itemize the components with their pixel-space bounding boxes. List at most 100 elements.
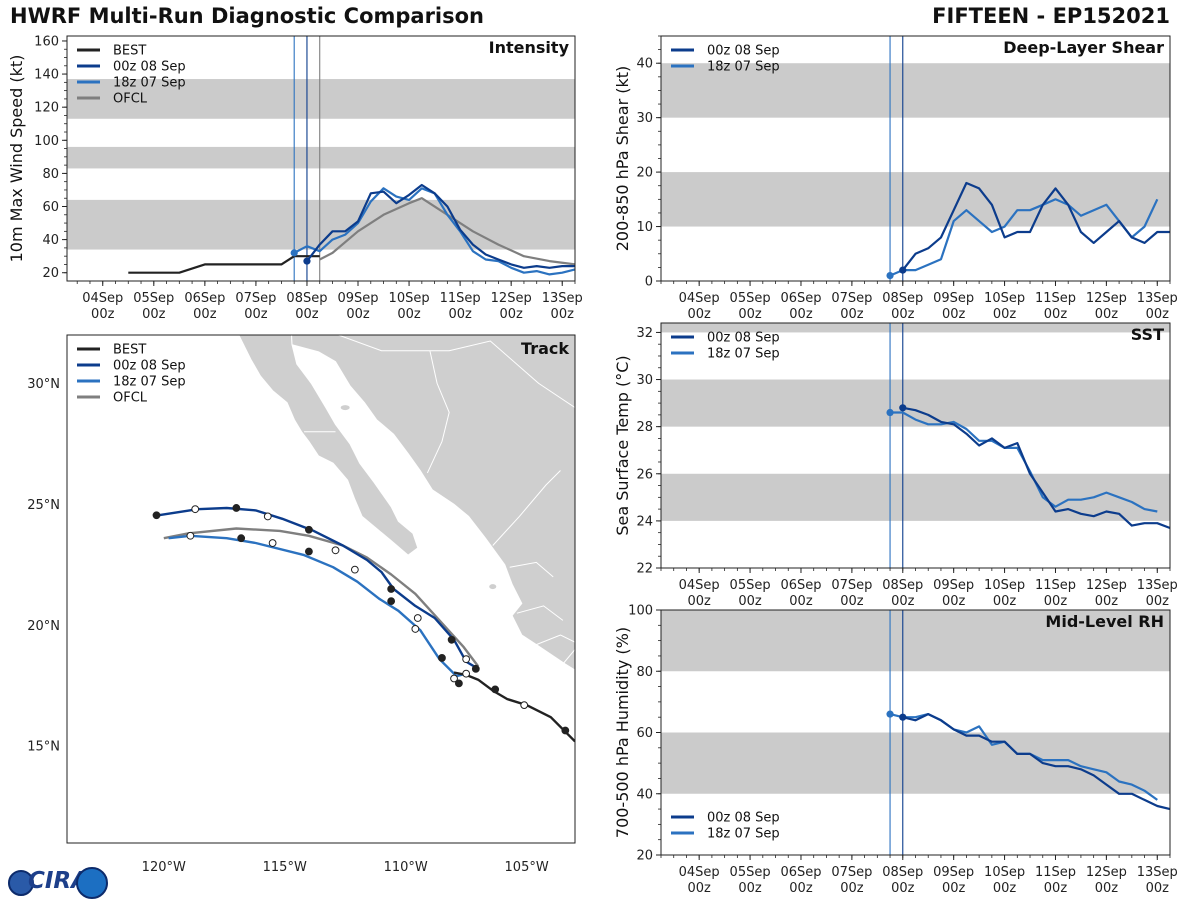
state-border-2 — [426, 350, 450, 474]
track-point — [305, 547, 313, 556]
track-panel-title: Track — [521, 339, 569, 358]
intensity-xtick-label: 06Sep — [184, 291, 225, 306]
intensity-ytick-label: 80 — [42, 167, 59, 182]
track-lon-label: 105°W — [505, 860, 549, 875]
sst-xtick-label: 04Sep — [679, 578, 720, 593]
rh-xtick-sublabel: 00z — [1095, 881, 1119, 896]
track-point — [237, 534, 246, 543]
intensity-legend-label: 18z 07 Sep — [113, 76, 186, 91]
page-title: HWRF Multi-Run Diagnostic Comparison — [10, 4, 485, 28]
sst-xtick-sublabel: 00z — [891, 594, 915, 609]
shear-xtick-sublabel: 00z — [993, 307, 1017, 322]
shear-ytick-label: 10 — [636, 220, 653, 235]
sst-xtick-sublabel: 00z — [1095, 594, 1119, 609]
intensity-start-point-00z-08-sep — [303, 257, 311, 265]
rh-ylabel: 700-500 hPa Humidity (%) — [613, 627, 632, 838]
intensity-xtick-label: 13Sep — [542, 291, 583, 306]
isla-tiburon — [339, 404, 351, 412]
shear-xtick-label: 09Sep — [933, 291, 974, 306]
track-lat-label: 20°N — [27, 619, 60, 634]
track-point — [268, 539, 277, 547]
rh-ytick-label: 60 — [636, 726, 653, 741]
shear-xtick-label: 13Sep — [1137, 291, 1178, 306]
rh-ytick-label: 80 — [636, 665, 653, 680]
shear-xtick-sublabel: 00z — [840, 307, 864, 322]
shear-xtick-label: 06Sep — [780, 291, 821, 306]
intensity-ytick-label: 100 — [34, 134, 59, 149]
intensity-panel-title: Intensity — [489, 38, 570, 57]
track-map-layer — [67, 335, 575, 843]
track-lon-label: 120°W — [142, 860, 186, 875]
rh-ytick-label: 100 — [628, 604, 653, 619]
track-lon-label: 115°W — [263, 860, 307, 875]
shear-xtick-sublabel: 00z — [1146, 307, 1170, 322]
sst-xtick-label: 06Sep — [780, 578, 821, 593]
sst-xtick-label: 11Sep — [1035, 578, 1076, 593]
sst-ytick-label: 24 — [636, 514, 653, 529]
shear-xtick-label: 07Sep — [831, 291, 872, 306]
track-point — [450, 674, 458, 683]
track-point — [232, 504, 241, 512]
sst-xtick-sublabel: 00z — [738, 594, 762, 609]
shear-band-1 — [661, 63, 1170, 118]
shear-xtick-sublabel: 00z — [789, 307, 813, 322]
intensity-xtick-sublabel: 00z — [91, 307, 115, 322]
sst-ytick-label: 28 — [636, 420, 653, 435]
shear-xtick-sublabel: 00z — [1044, 307, 1068, 322]
rh-xtick-label: 09Sep — [933, 865, 974, 880]
intensity-band-1 — [67, 146, 575, 169]
intensity-band-2 — [67, 79, 575, 119]
shear-xtick-label: 05Sep — [730, 291, 771, 306]
sst-xtick-sublabel: 00z — [993, 594, 1017, 609]
rh-band-1 — [661, 610, 1170, 672]
track-frame — [66, 334, 576, 844]
track-point — [331, 546, 340, 555]
shear-xtick-sublabel: 00z — [738, 307, 762, 322]
track-point — [186, 531, 195, 540]
rh-xtick-label: 05Sep — [730, 865, 771, 880]
track-point — [491, 685, 500, 694]
rh-xtick-sublabel: 00z — [789, 881, 813, 896]
intensity-xtick-sublabel: 00z — [142, 307, 166, 322]
track-point — [520, 701, 529, 710]
intensity-ytick-label: 140 — [34, 68, 59, 83]
sst-xtick-sublabel: 00z — [1146, 594, 1170, 609]
sst-xtick-sublabel: 00z — [942, 594, 966, 609]
cira-logo: CIRA — [6, 866, 108, 899]
track-point — [462, 655, 471, 664]
rh-xtick-sublabel: 00z — [993, 881, 1017, 896]
rh-xtick-sublabel: 00z — [738, 881, 762, 896]
shear-xtick-label: 04Sep — [679, 291, 720, 306]
mexico-mainland — [291, 335, 575, 671]
intensity-legend-label: BEST — [113, 44, 146, 59]
track-point — [454, 679, 463, 688]
sst-xtick-sublabel: 00z — [1044, 594, 1068, 609]
shear-ytick-label: 0 — [645, 275, 653, 290]
track-legend-label: 00z 08 Sep — [113, 359, 186, 374]
intensity-xtick-label: 04Sep — [82, 291, 123, 306]
track-legend-label: OFCL — [113, 391, 148, 406]
shear-panel-title: Deep-Layer Shear — [1003, 38, 1164, 57]
shear-xtick-sublabel: 00z — [1095, 307, 1119, 322]
shear-series-00z-08-sep — [901, 181, 1170, 271]
shear-series-18z-07-sep — [889, 198, 1159, 277]
track-point — [462, 669, 471, 678]
sst-xtick-sublabel: 00z — [789, 594, 813, 609]
islas-marias — [489, 584, 497, 590]
track-point — [413, 614, 422, 622]
sst-ytick-label: 30 — [636, 373, 653, 388]
track-point — [191, 505, 200, 514]
shear-panel: 01020304004Sep00z05Sep00z06Sep00z07Sep00… — [613, 35, 1178, 322]
rh-xtick-sublabel: 00z — [687, 881, 711, 896]
track-point — [447, 635, 456, 644]
intensity-series-ofcl — [319, 197, 576, 266]
rh-panel: 2040608010004Sep00z05Sep00z06Sep00z07Sep… — [613, 604, 1178, 897]
shear-xtick-label: 08Sep — [882, 291, 923, 306]
track-point — [305, 525, 313, 534]
intensity-series-best — [128, 255, 320, 274]
track-point — [411, 625, 420, 633]
intensity-xtick-label: 09Sep — [337, 291, 378, 306]
intensity-frame — [66, 35, 576, 282]
intensity-legend-label: OFCL — [113, 92, 148, 107]
state-border-0 — [336, 335, 575, 409]
